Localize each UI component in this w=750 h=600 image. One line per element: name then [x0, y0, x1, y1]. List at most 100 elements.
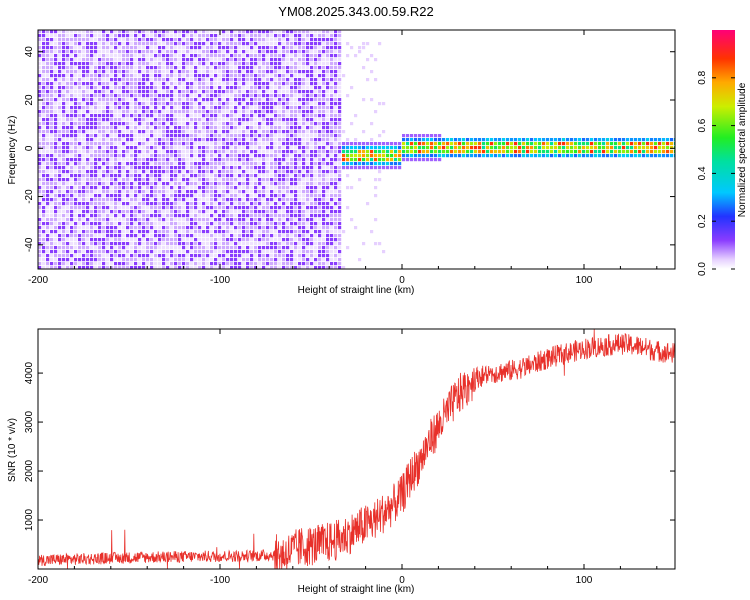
heatmap-cell [210, 118, 214, 122]
heatmap-cell [282, 70, 286, 74]
heatmap-cell [334, 250, 338, 254]
heatmap-cell [174, 134, 178, 138]
heatmap-cell [202, 66, 206, 70]
heatmap-cell [234, 190, 238, 194]
heatmap-cell [230, 146, 234, 150]
heatmap-cell [186, 90, 190, 94]
heatmap-cell [54, 182, 58, 186]
heatmap-cell [106, 190, 110, 194]
heatmap-cell [86, 130, 90, 134]
heatmap-cell [210, 258, 214, 262]
heatmap-cell [54, 70, 58, 74]
heatmap-cell [170, 234, 174, 238]
heatmap-cell [290, 134, 294, 138]
heatmap-cell [378, 162, 382, 166]
heatmap-cell [306, 158, 310, 162]
heatmap-cell [222, 242, 226, 246]
heatmap-cell [210, 82, 214, 86]
heatmap-cell [186, 238, 190, 242]
heatmap-cell [90, 130, 94, 134]
heatmap-cell [250, 138, 254, 142]
heatmap-cell [334, 222, 338, 226]
heatmap-cell [350, 162, 354, 166]
heatmap-cell [278, 262, 282, 266]
heatmap-cell [254, 138, 258, 142]
heatmap-cell [46, 50, 50, 54]
heatmap-cell [58, 222, 62, 226]
heatmap-cell [246, 118, 250, 122]
heatmap-cell [126, 190, 130, 194]
heatmap-cell [182, 134, 186, 138]
heatmap-cell [50, 70, 54, 74]
heatmap-cell [414, 134, 418, 138]
heatmap-cell [42, 150, 46, 154]
heatmap-cell [226, 162, 230, 166]
heatmap-cell [42, 230, 46, 234]
heatmap-cell [110, 98, 114, 102]
heatmap-cell [82, 234, 86, 238]
heatmap-cell [202, 34, 206, 38]
heatmap-cell [90, 182, 94, 186]
heatmap-cell [142, 174, 146, 178]
heatmap-cell [114, 126, 118, 130]
heatmap-cell [214, 186, 218, 190]
heatmap-cell [286, 158, 290, 162]
heatmap-cell [182, 190, 186, 194]
heatmap-cell [54, 138, 58, 142]
heatmap-cell [514, 154, 518, 158]
heatmap-cell [46, 254, 50, 258]
heatmap-cell [262, 34, 266, 38]
heatmap-cell [110, 238, 114, 242]
heatmap-cell [290, 30, 294, 34]
heatmap-cell [122, 238, 126, 242]
heatmap-cell [86, 126, 90, 130]
heatmap-cell [162, 110, 166, 114]
heatmap-cell [158, 266, 162, 269]
heatmap-cell [58, 118, 62, 122]
heatmap-cell [154, 250, 158, 254]
heatmap-cell [94, 106, 98, 110]
heatmap-cell [202, 122, 206, 126]
heatmap-cell [66, 226, 70, 230]
heatmap-cell [278, 122, 282, 126]
heatmap-cell [146, 126, 150, 130]
heatmap-cell [542, 142, 546, 146]
heatmap-cell [210, 86, 214, 90]
heatmap-cell [86, 182, 90, 186]
heatmap-cell [194, 98, 198, 102]
heatmap-cell [170, 62, 174, 66]
heatmap-cell [330, 102, 334, 106]
heatmap-cell [382, 162, 386, 166]
heatmap-cell [58, 150, 62, 154]
heatmap-cell [434, 134, 438, 138]
heatmap-cell [222, 226, 226, 230]
heatmap-cell [106, 126, 110, 130]
heatmap-cell [210, 154, 214, 158]
heatmap-cell [182, 66, 186, 70]
heatmap-cell [218, 38, 222, 42]
heatmap-cell [238, 114, 242, 118]
heatmap-cell [62, 254, 66, 258]
heatmap-cell [38, 266, 42, 269]
heatmap-cell [90, 226, 94, 230]
heatmap-cell [266, 74, 270, 78]
heatmap-cell [270, 158, 274, 162]
heatmap-cell [310, 210, 314, 214]
heatmap-cell [90, 246, 94, 250]
heatmap-cell [242, 42, 246, 46]
heatmap-cell [306, 182, 310, 186]
heatmap-cell [78, 70, 82, 74]
heatmap-cell [162, 130, 166, 134]
heatmap-cell [242, 250, 246, 254]
heatmap-cell [326, 162, 330, 166]
heatmap-cell [222, 166, 226, 170]
heatmap-cell [74, 166, 78, 170]
heatmap-cell [170, 170, 174, 174]
heatmap-cell [94, 82, 98, 86]
heatmap-cell [222, 78, 226, 82]
heatmap-cell [546, 146, 550, 150]
heatmap-cell [334, 110, 338, 114]
heatmap-cell [130, 130, 134, 134]
heatmap-cell [226, 82, 230, 86]
heatmap-cell [106, 30, 110, 34]
